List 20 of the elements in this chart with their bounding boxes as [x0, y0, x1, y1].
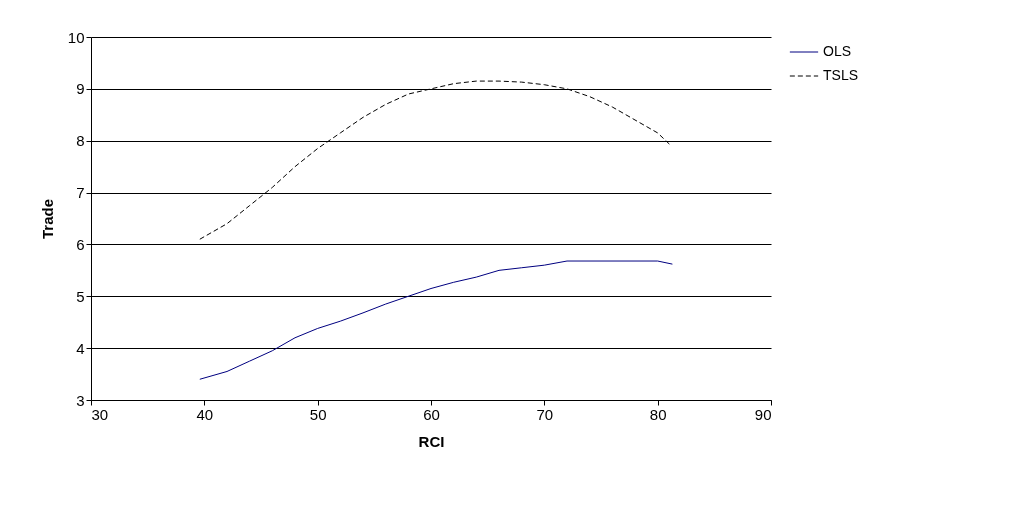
legend-label: TSLS [823, 67, 859, 83]
x-tick-label: 40 [196, 405, 214, 423]
x-tick-label: 90 [754, 405, 772, 423]
y-tick-label: 7 [76, 184, 85, 202]
y-axis-title: Trade [38, 198, 56, 240]
x-tick-label: 80 [649, 405, 667, 423]
x-axis-title: RCI [418, 432, 445, 450]
y-tick-label: 8 [76, 132, 85, 150]
legend-label: OLS [823, 43, 852, 59]
y-tick-label: 10 [67, 28, 85, 46]
x-tick-label: 60 [423, 405, 440, 423]
y-tick-label: 4 [76, 339, 85, 357]
y-tick-label: 5 [76, 287, 85, 305]
x-tick-label: 30 [91, 405, 109, 423]
line-series [199, 260, 673, 380]
y-tick-label: 3 [76, 391, 85, 409]
x-tick-label: 70 [536, 405, 554, 423]
y-tick-label: 6 [76, 235, 85, 253]
x-tick-label: 50 [309, 405, 327, 423]
y-tick-label: 9 [76, 80, 85, 98]
